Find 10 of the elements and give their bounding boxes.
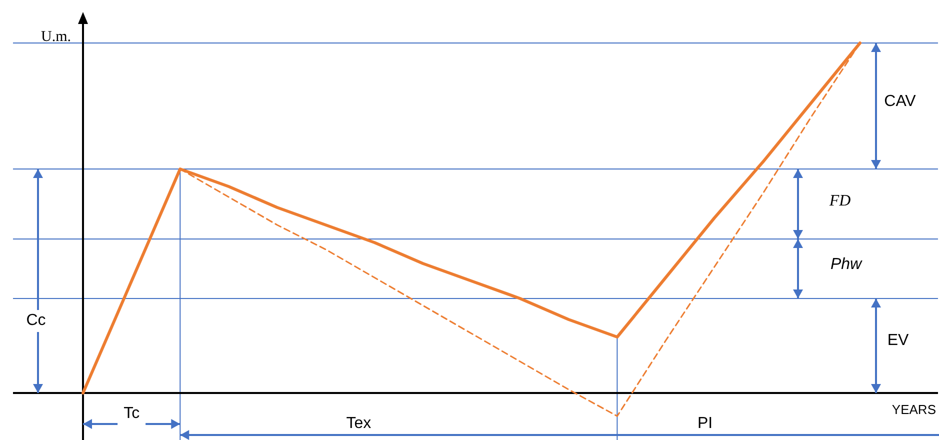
annotation: PI	[697, 415, 713, 432]
y-axis-title: U.m.	[41, 29, 71, 45]
annotation: Tex	[346, 415, 372, 432]
annotation: Tc	[124, 405, 140, 422]
text: Cc	[26, 312, 46, 330]
text: EV	[887, 332, 909, 349]
annotation: Phw	[830, 256, 864, 273]
annotation: CAV	[884, 93, 916, 110]
x-axis-title: YEARS	[892, 402, 936, 417]
annotation: FD	[828, 192, 852, 210]
